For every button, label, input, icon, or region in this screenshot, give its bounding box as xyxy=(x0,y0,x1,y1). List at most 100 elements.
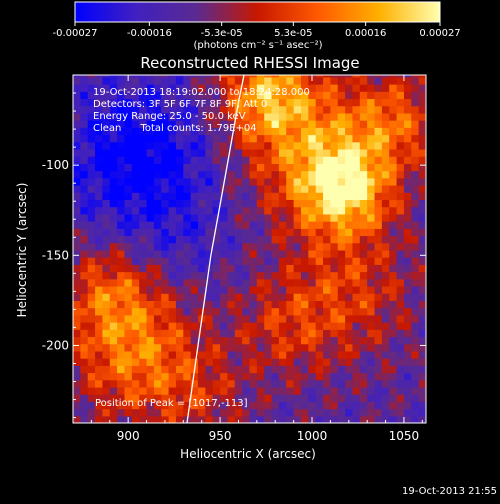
heatmap-cell xyxy=(168,257,177,265)
heatmap-cell xyxy=(234,91,243,100)
heatmap-cell xyxy=(87,213,96,222)
heatmap-cell xyxy=(367,372,376,381)
chart-title: Reconstructed RHESSI Image xyxy=(140,54,359,72)
heatmap-cell xyxy=(80,235,89,244)
heatmap-cell xyxy=(117,76,126,85)
heatmap-cell xyxy=(175,170,184,179)
heatmap-cell xyxy=(308,170,317,179)
heatmap-cell xyxy=(323,134,331,143)
heatmap-cell xyxy=(374,379,383,388)
heatmap-cell xyxy=(80,336,89,345)
heatmap-cell xyxy=(131,213,140,222)
heatmap-cell xyxy=(249,199,258,208)
heatmap-cell xyxy=(345,127,354,136)
heatmap-cell xyxy=(168,314,177,323)
heatmap-cell xyxy=(293,213,302,222)
heatmap-cell xyxy=(234,192,243,201)
heatmap-cell xyxy=(345,285,354,294)
heatmap-cell xyxy=(117,343,126,352)
heatmap-cell xyxy=(227,408,236,417)
heatmap-cell xyxy=(109,134,118,143)
heatmap-cell xyxy=(271,134,280,143)
heatmap-cell xyxy=(109,314,118,323)
heatmap-cell xyxy=(146,120,155,128)
heatmap-cell xyxy=(293,163,302,172)
heatmap-cell xyxy=(175,120,184,128)
heatmap-cell xyxy=(381,235,390,244)
heatmap-cell xyxy=(205,415,214,423)
heatmap-cell xyxy=(109,278,118,287)
heatmap-cell xyxy=(183,401,192,410)
heatmap-cell xyxy=(264,163,273,172)
heatmap-cell xyxy=(249,257,258,265)
heatmap-cell xyxy=(411,300,420,309)
heatmap-cell xyxy=(146,365,155,374)
heatmap-cell xyxy=(249,141,258,150)
heatmap-cell xyxy=(403,401,412,410)
heatmap-cell xyxy=(330,76,339,85)
heatmap-cell xyxy=(80,84,89,92)
heatmap-cell xyxy=(249,235,258,244)
heatmap-cell xyxy=(146,336,155,345)
heatmap-cell xyxy=(337,314,346,323)
heatmap-cell xyxy=(352,307,361,316)
heatmap-cell xyxy=(80,401,89,410)
heatmap-cell xyxy=(161,401,170,410)
heatmap-cell xyxy=(117,314,126,323)
heatmap-cell xyxy=(153,75,162,78)
heatmap-cell xyxy=(212,343,221,352)
heatmap-cell xyxy=(242,329,251,338)
heatmap-cell xyxy=(146,322,155,330)
heatmap-cell xyxy=(146,401,155,410)
heatmap-cell xyxy=(367,127,376,136)
heatmap-cell xyxy=(234,386,243,395)
heatmap-cell xyxy=(278,401,287,410)
heatmap-cell xyxy=(418,163,426,172)
heatmap-cell xyxy=(256,120,265,128)
heatmap-cell xyxy=(403,379,412,388)
heatmap-cell xyxy=(300,249,309,258)
heatmap-cell xyxy=(227,300,236,309)
heatmap-cell xyxy=(168,199,177,208)
heatmap-cell xyxy=(161,408,170,417)
heatmap-cell xyxy=(198,141,206,150)
heatmap-cell xyxy=(175,307,184,316)
heatmap-cell xyxy=(330,271,339,280)
heatmap-cell xyxy=(242,415,251,423)
heatmap-cell xyxy=(227,148,236,157)
heatmap-cell xyxy=(389,76,398,85)
heatmap-cell xyxy=(242,141,251,150)
heatmap-cell xyxy=(175,148,184,157)
heatmap-cell xyxy=(220,75,229,78)
heatmap-cell xyxy=(212,285,221,294)
heatmap-cell xyxy=(109,206,118,215)
heatmap-cell xyxy=(212,75,221,78)
heatmap-cell xyxy=(381,322,390,330)
heatmap-cell xyxy=(87,199,96,208)
heatmap-cell xyxy=(161,91,170,100)
heatmap-cell xyxy=(337,127,346,136)
heatmap-cell xyxy=(102,350,111,359)
heatmap-cell xyxy=(198,257,206,265)
heatmap-cell xyxy=(249,120,258,128)
heatmap-cell xyxy=(367,408,376,417)
heatmap-cell xyxy=(234,293,243,301)
heatmap-cell xyxy=(352,365,361,374)
heatmap-cell xyxy=(198,300,206,309)
heatmap-cell xyxy=(308,184,317,193)
heatmap-cell xyxy=(278,163,287,172)
heatmap-cell xyxy=(323,206,331,215)
heatmap-cell xyxy=(153,242,162,251)
heatmap-cell xyxy=(153,249,162,258)
heatmap-cell xyxy=(161,177,170,186)
heatmap-cell xyxy=(73,278,81,287)
heatmap-cell xyxy=(249,134,258,143)
heatmap-cell xyxy=(359,76,368,85)
heatmap-cell xyxy=(286,271,295,280)
heatmap-cell xyxy=(242,242,251,251)
heatmap-cell xyxy=(249,408,258,417)
heatmap-cell xyxy=(308,177,317,186)
heatmap-cell xyxy=(73,322,81,330)
heatmap-cell xyxy=(352,163,361,172)
heatmap-cell xyxy=(337,221,346,229)
